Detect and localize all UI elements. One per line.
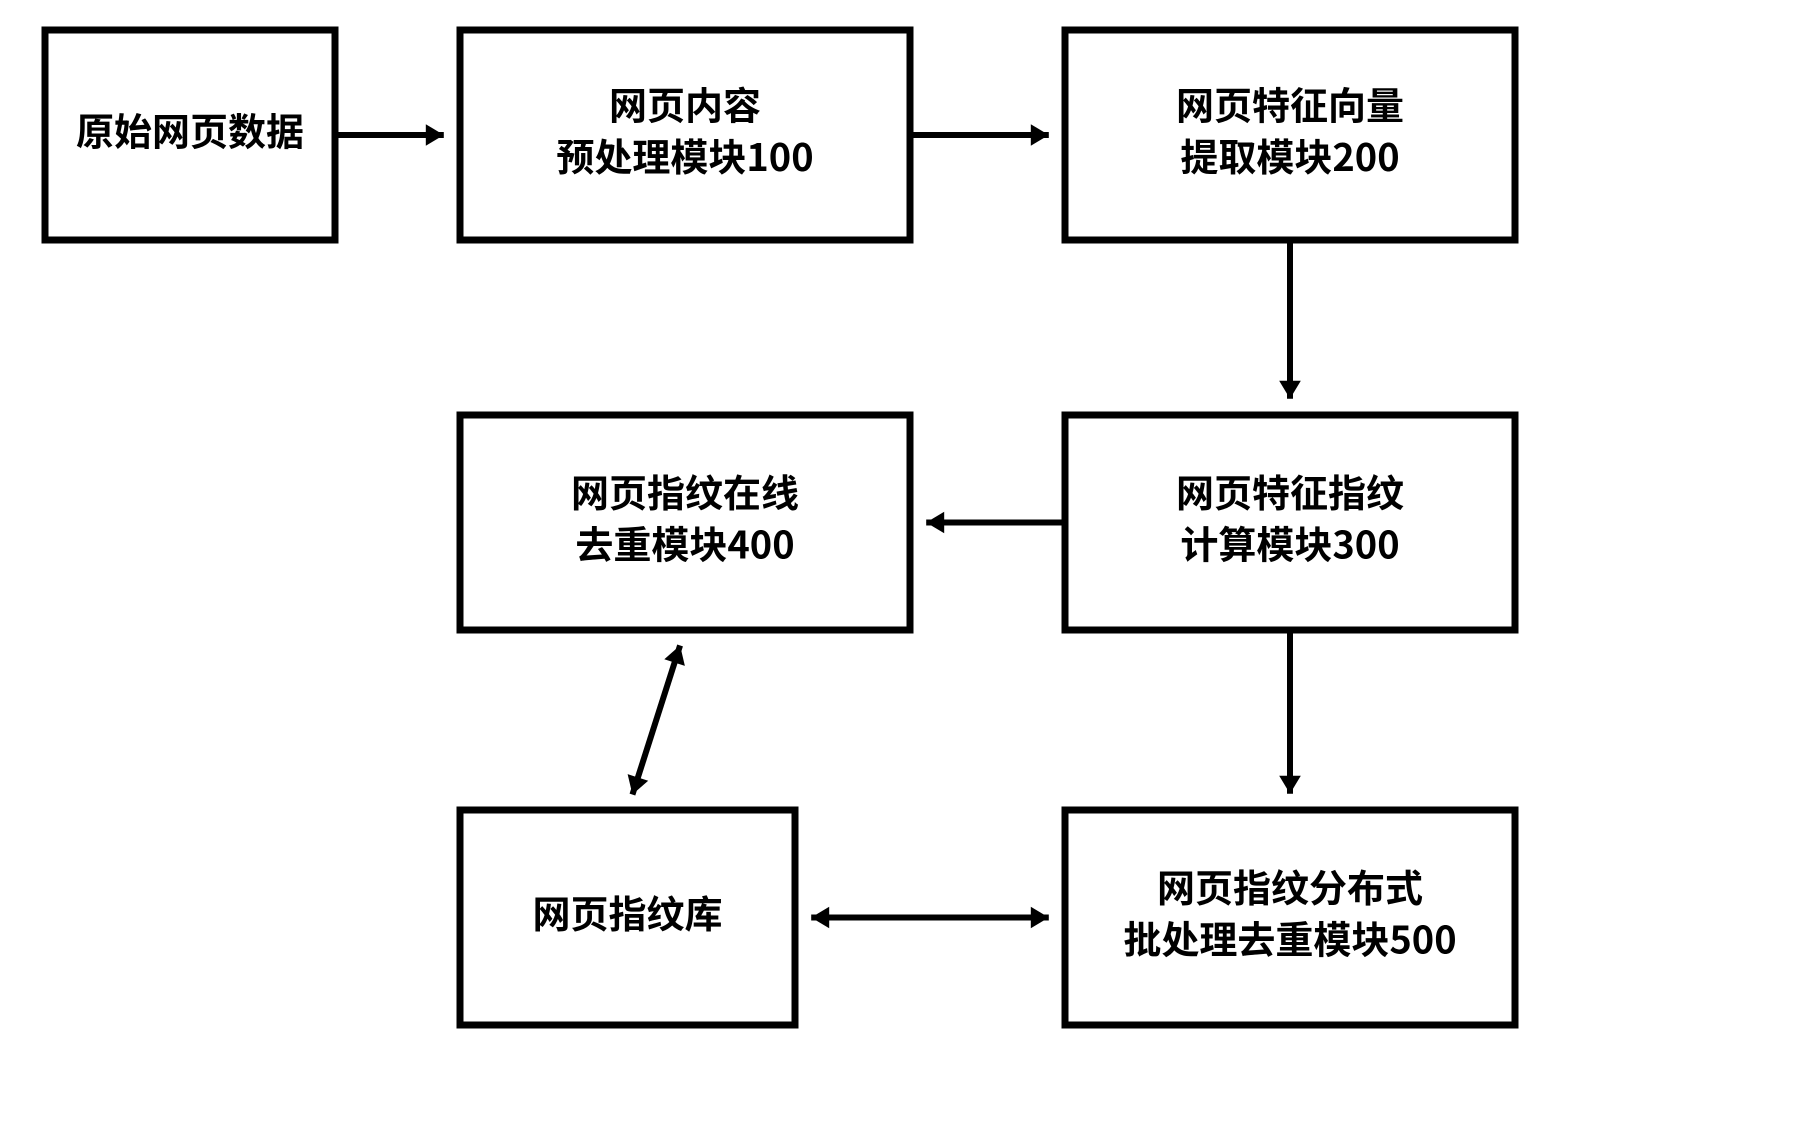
flow-node-n1: 网页内容预处理模块100 bbox=[460, 30, 910, 240]
nodes-layer: 原始网页数据 网页内容预处理模块100 网页特征向量提取模块200 网页特征指纹计算模… bbox=[45, 30, 1515, 1025]
flow-node-label: 网页特征向量 bbox=[1176, 76, 1404, 131]
flow-node-label: 网页内容 bbox=[609, 76, 761, 131]
flow-edge bbox=[632, 645, 680, 794]
flow-node-n4: 网页指纹在线去重模块400 bbox=[460, 415, 910, 630]
flow-node-n6: 网页指纹分布式批处理去重模块500 bbox=[1065, 810, 1515, 1025]
flow-node-label: 批处理去重模块500 bbox=[1123, 909, 1456, 964]
flow-node-n3: 网页特征指纹计算模块300 bbox=[1065, 415, 1515, 630]
flow-node-label: 网页指纹库 bbox=[532, 884, 722, 939]
flow-node-n5: 网页指纹库 bbox=[460, 810, 795, 1025]
flow-node-n2: 网页特征向量提取模块200 bbox=[1065, 30, 1515, 240]
flow-node-label: 网页指纹在线 bbox=[571, 463, 799, 518]
flow-node-label: 原始网页数据 bbox=[76, 101, 304, 156]
flowchart-canvas: 原始网页数据 网页内容预处理模块100 网页特征向量提取模块200 网页特征指纹计算模… bbox=[0, 0, 1815, 1137]
flow-node-label: 提取模块200 bbox=[1180, 127, 1399, 182]
flow-node-label: 网页特征指纹 bbox=[1176, 463, 1404, 518]
flow-node-n0: 原始网页数据 bbox=[45, 30, 335, 240]
flow-node-label: 网页指纹分布式 bbox=[1157, 858, 1423, 913]
flow-node-label: 预处理模块100 bbox=[556, 127, 813, 182]
flow-node-label: 计算模块300 bbox=[1180, 514, 1399, 569]
flow-node-label: 去重模块400 bbox=[575, 514, 794, 569]
